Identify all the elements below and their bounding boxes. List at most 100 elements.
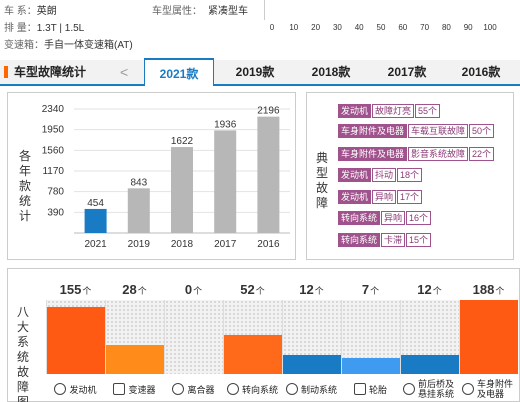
typical-faults-title: 典 型 故 障 xyxy=(315,151,328,210)
fault-item[interactable]: 车身附件及电器 影音系统故障 22个 xyxy=(338,147,495,161)
system-count: 188个 xyxy=(459,279,518,300)
system-column[interactable]: 28个 变速器 xyxy=(105,279,164,402)
system-bar-area xyxy=(223,300,282,374)
vehicle-type-value: 紧凑型车 xyxy=(208,6,248,17)
divider xyxy=(264,0,265,20)
yearly-stats-title: 各 年 款 统 计 xyxy=(18,149,31,223)
system-bar-area xyxy=(46,300,105,374)
displacement-value: 1.3T | 1.5L xyxy=(36,23,85,34)
year-tabs: 车型故障统计 < 2021款 2019款 2018款 2017款 2016款 xyxy=(0,58,520,86)
scale-tick: 70 xyxy=(420,23,430,32)
y-tick-label: 390 xyxy=(47,207,64,218)
system-count-value: 12 xyxy=(299,282,314,297)
gearbox-icon xyxy=(113,383,126,395)
system-count-unit: 个 xyxy=(82,286,92,296)
bar-value-label: 2196 xyxy=(257,106,280,117)
system-count-unit: 个 xyxy=(137,286,147,296)
yearly-stats-panel: 各 年 款 统 计 390 780 1170 1560 1950 2340 454 2021 8… xyxy=(7,92,296,260)
system-column[interactable]: 12个 前后桥及悬挂系统 xyxy=(400,279,459,402)
displacement-row: 排 量：1.3T | 1.5L xyxy=(4,23,85,34)
system-count: 12个 xyxy=(282,279,341,300)
system-bar-area xyxy=(164,300,223,374)
system-bar-area xyxy=(400,300,459,374)
system-bar-area xyxy=(282,300,341,374)
system-count: 7个 xyxy=(341,279,400,300)
system-bar-area xyxy=(105,300,164,374)
prev-arrow-icon[interactable]: < xyxy=(120,64,129,80)
system-count-unit: 个 xyxy=(432,286,442,296)
fault-item[interactable]: 转向系统 卡滞 15个 xyxy=(338,233,432,247)
system-count-value: 155 xyxy=(59,282,82,297)
system-column[interactable]: 7个 轮胎 xyxy=(341,279,400,402)
system-bar-area xyxy=(459,300,518,374)
system-bar xyxy=(460,300,518,374)
y-tick-label: 1950 xyxy=(42,125,65,136)
system-column[interactable]: 12个制动系统 xyxy=(282,279,341,402)
system-bar xyxy=(106,345,164,374)
body-electric-icon xyxy=(462,383,474,395)
y-tick-label: 1560 xyxy=(42,145,65,156)
fault-item[interactable]: 发动机 异响 17个 xyxy=(338,190,423,204)
system-label: 制动系统 xyxy=(282,375,341,402)
system-column[interactable]: 0个 离合器 xyxy=(164,279,223,402)
system-column[interactable]: 52个 转向系统 xyxy=(223,279,282,402)
system-name: 离合器 xyxy=(187,384,215,395)
tab-2019[interactable]: 2019款 xyxy=(235,65,275,79)
tab-2018[interactable]: 2018款 xyxy=(311,65,351,79)
y-tick-label: 780 xyxy=(47,187,64,198)
yearly-bar-chart: 390 780 1170 1560 1950 2340 454 2021 843 2019 1622… xyxy=(42,104,290,250)
system-bar xyxy=(401,355,459,374)
system-bar xyxy=(342,357,400,374)
system-label: 变速器 xyxy=(105,375,164,402)
system-label: 发动机 xyxy=(46,375,105,402)
x-tick-label: 2021 xyxy=(84,239,107,250)
system-count-unit: 个 xyxy=(495,286,505,296)
scale-tick: 60 xyxy=(398,23,408,32)
system-bar xyxy=(47,306,105,374)
bar xyxy=(214,130,237,233)
system-count-value: 188 xyxy=(472,282,495,297)
vehicle-type: 车型属性： 紧凑型车 xyxy=(152,6,248,17)
system-column[interactable]: 155个发动机 xyxy=(46,279,105,402)
system-column[interactable]: 188个 车身附件及电器 xyxy=(459,279,518,402)
scale-tick: 40 xyxy=(354,23,364,32)
system-count-value: 52 xyxy=(240,282,255,297)
tab-2021[interactable]: 2021款 xyxy=(144,58,214,86)
fault-item[interactable]: 转向系统 异响 16个 xyxy=(338,211,432,225)
series-value: 英朗 xyxy=(36,6,57,17)
x-tick-label: 2017 xyxy=(214,239,237,250)
fault-item[interactable]: 发动机 故障灯亮 55个 xyxy=(338,104,441,118)
scale-tick: 10 xyxy=(289,23,299,32)
scale-tick: 90 xyxy=(463,23,473,32)
fault-item[interactable]: 发动机 抖动 18个 xyxy=(338,168,423,182)
system-bar xyxy=(283,355,341,374)
transmission-value: 手自一体变速箱(AT) xyxy=(44,40,133,51)
bar xyxy=(171,147,193,233)
system-count-value: 0 xyxy=(184,282,193,297)
series-row: 车 系：英朗 xyxy=(4,6,57,17)
steering-icon xyxy=(226,383,239,395)
system-label: 前后桥及悬挂系统 xyxy=(400,375,459,402)
suspension-icon xyxy=(403,383,415,395)
tab-2017[interactable]: 2017款 xyxy=(387,65,427,79)
bar-value-label: 454 xyxy=(87,198,104,209)
system-bar xyxy=(224,335,282,374)
scale-tick: 0 xyxy=(269,23,275,32)
x-tick-label: 2016 xyxy=(257,239,280,250)
bar xyxy=(84,208,107,233)
bar-value-label: 1936 xyxy=(214,119,237,130)
system-name: 变速器 xyxy=(128,384,156,395)
system-count: 52个 xyxy=(223,279,282,300)
y-tick-label: 2340 xyxy=(42,104,65,115)
tab-2016[interactable]: 2016款 xyxy=(461,65,501,79)
system-count-value: 7 xyxy=(361,282,370,297)
score-scale: 0 10 20 30 40 50 60 70 80 90 100 xyxy=(0,23,520,35)
engine-icon xyxy=(54,383,67,395)
scale-tick: 50 xyxy=(376,23,386,32)
fault-item[interactable]: 车身附件及电器 车载互联故障 50个 xyxy=(338,124,495,138)
eight-systems-panel: 八 大 系 统 故 障 图 155个 发动机 28个 变速器 0个 离合器 52个 转向系统 1… xyxy=(7,268,520,402)
system-label: 离合器 xyxy=(164,375,223,402)
system-count: 155个 xyxy=(46,279,105,300)
system-count-unit: 个 xyxy=(255,286,265,296)
bar-value-label: 1622 xyxy=(171,136,194,147)
